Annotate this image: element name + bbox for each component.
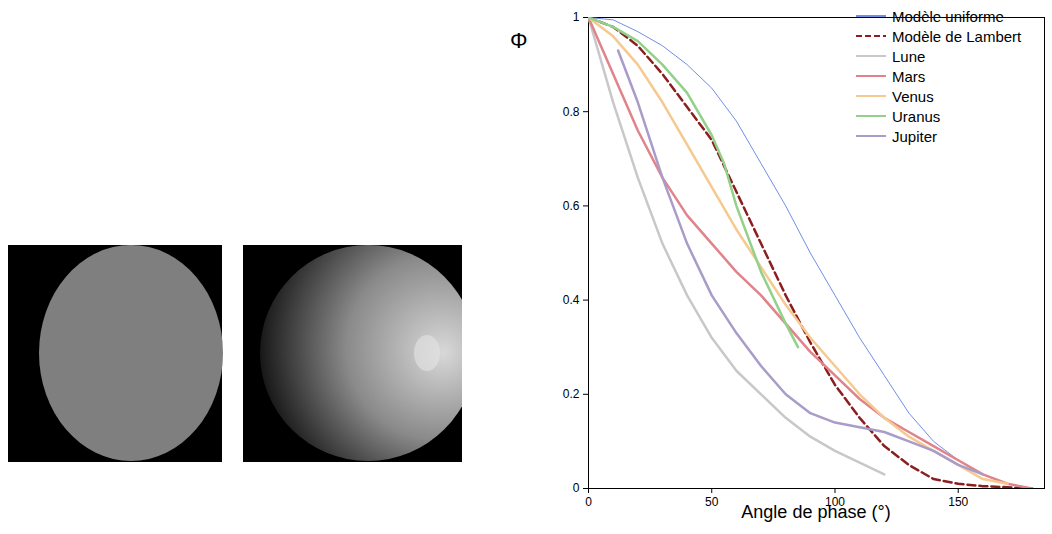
html-text:Lune: Lune: [892, 47, 926, 65]
svg-text:0.8: 0.8: [563, 105, 580, 119]
svg-text:150: 150: [948, 495, 968, 509]
html-text:Modèle de Lambert: Modèle de Lambert: [892, 27, 1022, 45]
svg-text:0.4: 0.4: [563, 293, 580, 307]
html-text:Jupiter: Jupiter: [892, 127, 937, 145]
html-text:Venus: Venus: [892, 87, 934, 105]
svg-text:0.2: 0.2: [563, 387, 580, 401]
html-text:Uranus: Uranus: [892, 107, 941, 125]
svg-text:0.6: 0.6: [563, 199, 580, 213]
svg-text:1: 1: [573, 10, 580, 24]
html-text:Angle de phase (°): Angle de phase (°): [741, 502, 891, 522]
html-text:Mars: Mars: [892, 67, 926, 85]
html-text:Modèle uniforme: Modèle uniforme: [892, 7, 1004, 25]
svg-text:50: 50: [705, 495, 719, 509]
html-text:Φ: Φ: [510, 28, 528, 53]
svg-text:0: 0: [573, 481, 580, 495]
svg-text:0: 0: [585, 495, 592, 509]
